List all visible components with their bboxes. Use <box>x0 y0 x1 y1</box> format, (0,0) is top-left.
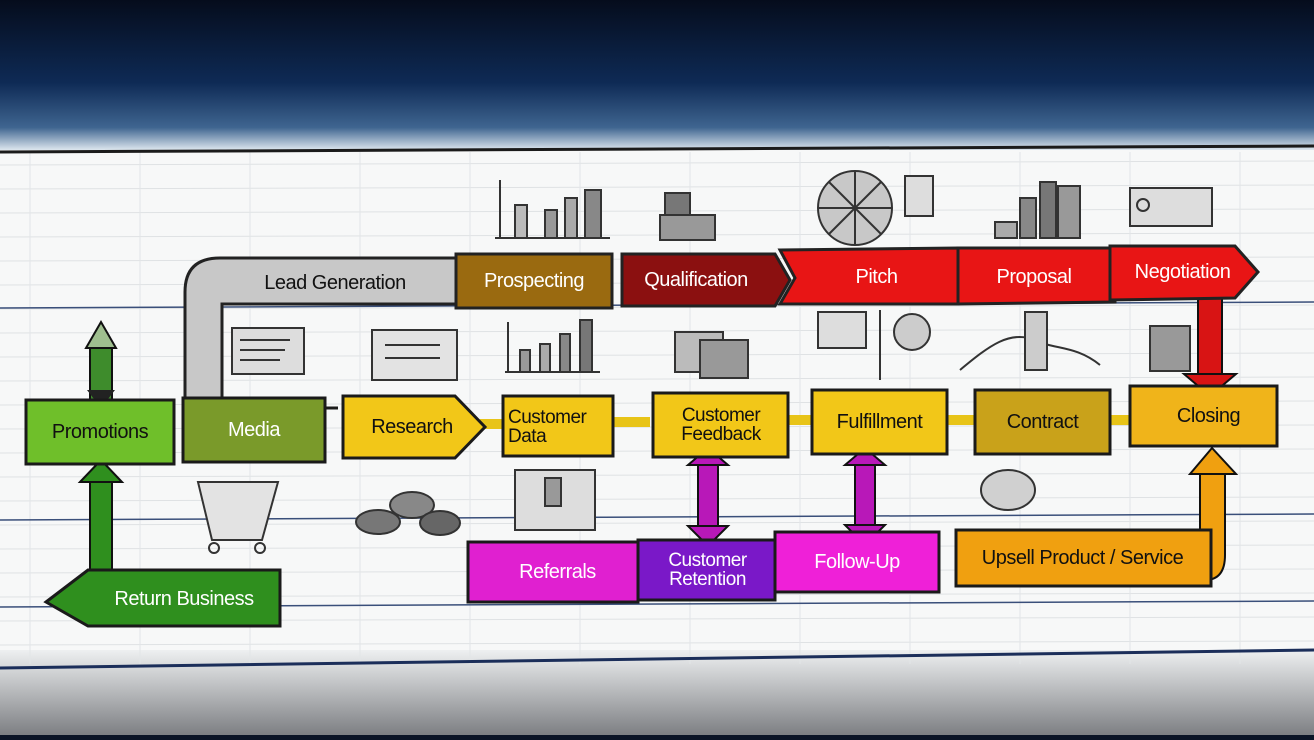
pitch-box <box>777 246 960 306</box>
return-business-arrow <box>43 568 282 628</box>
fulfillment-box <box>810 388 949 456</box>
floor-background <box>0 650 1314 735</box>
monitor-sketch-left <box>231 327 305 375</box>
grid-row-line <box>0 640 1314 646</box>
mountain-sketch <box>959 311 1101 371</box>
qualification-box <box>620 252 792 308</box>
cards-sketch <box>674 331 749 379</box>
customer-retention-box <box>636 538 777 602</box>
research-box <box>341 394 488 460</box>
negotiation-box <box>1108 244 1261 302</box>
promotions-box <box>24 398 176 466</box>
coins-sketch <box>355 491 461 536</box>
phone-sketch <box>514 469 596 531</box>
closing-box <box>1128 384 1279 448</box>
customer-data-box <box>501 394 615 458</box>
sky-background <box>0 0 1314 150</box>
contract-box <box>973 388 1112 456</box>
cash-register-sketch <box>659 192 716 241</box>
upsell-box <box>954 528 1213 588</box>
grid-row-line <box>0 184 1314 190</box>
follow-up-box <box>773 530 941 594</box>
return-to-promotions-arrow <box>77 458 125 579</box>
grid-row-line <box>0 472 1314 478</box>
document-sketch-top-right <box>1129 187 1213 227</box>
notepad-sketch <box>1149 325 1191 372</box>
grid-row-line <box>0 232 1314 238</box>
prospecting-box <box>454 252 614 310</box>
media-box <box>181 396 327 464</box>
sheet-top-edge <box>0 144 1314 154</box>
book-sketch <box>371 329 458 381</box>
city-sketch <box>994 181 1081 239</box>
negotiation-closing-arrow <box>1181 291 1239 398</box>
bar-chart-sketch-top <box>495 180 610 239</box>
shopping-cart-sketch <box>196 481 280 554</box>
proposal-box <box>956 246 1117 306</box>
sketch-illustrations <box>196 170 1213 554</box>
grid-row-line <box>0 160 1314 166</box>
sheet-bottom-edge <box>0 648 1314 670</box>
grid-row-line <box>0 208 1314 214</box>
bar-chart-sketch-mid <box>505 319 600 373</box>
customer-feedback-box <box>651 391 790 459</box>
referrals-box <box>466 540 640 604</box>
devices-sketch <box>817 310 931 380</box>
pie-chart-sketch <box>817 170 934 246</box>
lead-generation-path <box>183 256 462 402</box>
globe-sketch <box>980 469 1036 511</box>
